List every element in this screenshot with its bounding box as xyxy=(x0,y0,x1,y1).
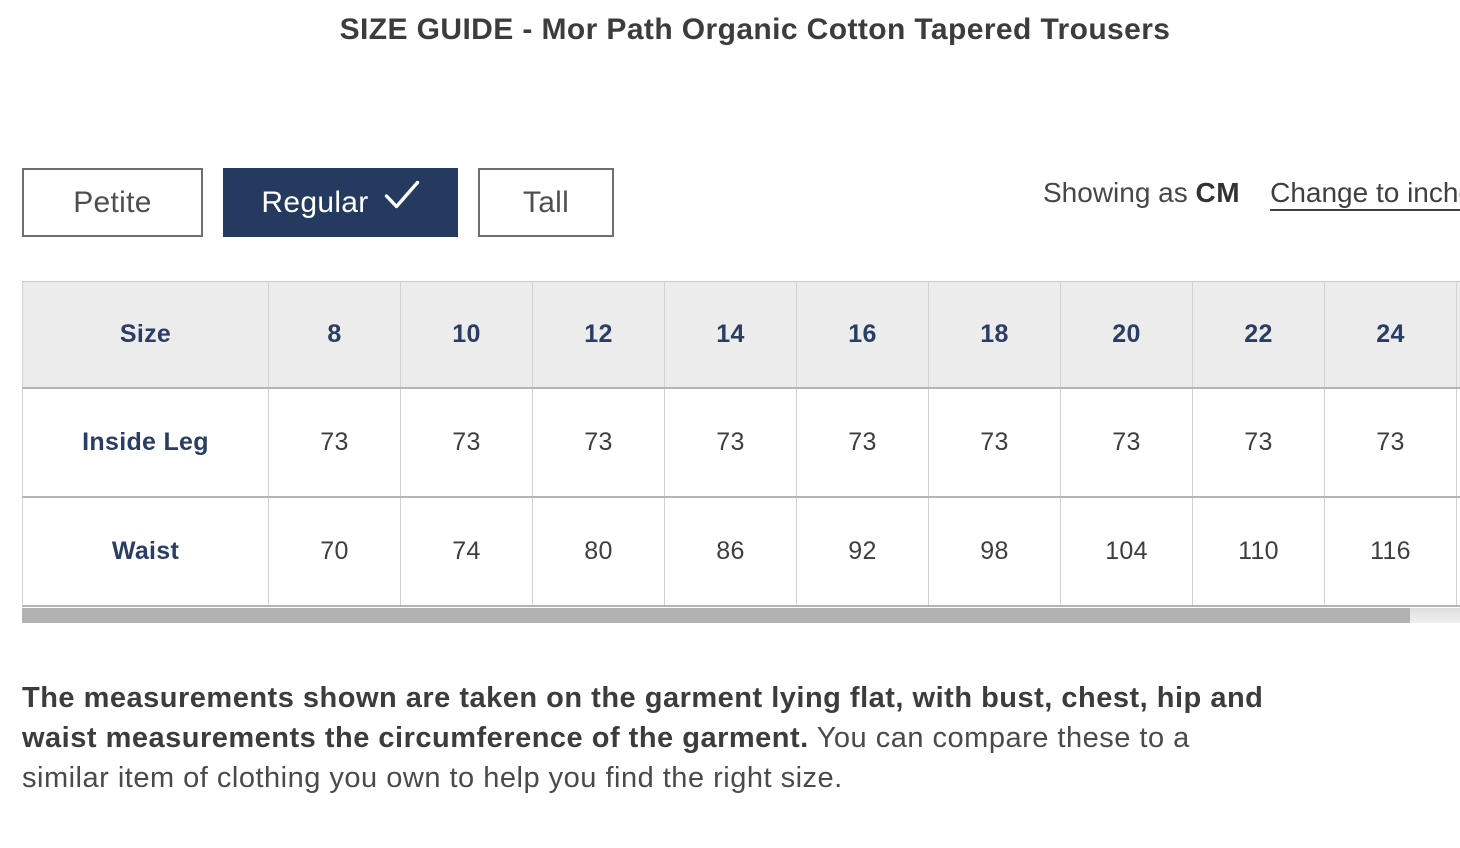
size-column-header: 20 xyxy=(1060,281,1193,389)
row-label-inside-leg: Inside Leg xyxy=(22,386,269,498)
showing-as-label: Showing as xyxy=(1043,177,1196,208)
measurement-cell: 86 xyxy=(664,495,797,607)
note-line: waist measurements the circumference of … xyxy=(22,718,1263,758)
size-column-header: 14 xyxy=(664,281,797,389)
measurement-cell: 80 xyxy=(532,495,665,607)
size-column-header: 16 xyxy=(796,281,929,389)
table-row: Waist 70 74 80 86 92 98 104 110 116 xyxy=(22,495,1460,607)
note-line: similar item of clothing you own to help… xyxy=(22,758,1263,798)
measurement-cell: 73 xyxy=(796,386,929,498)
note-regular-text: similar item of clothing you own to help… xyxy=(22,762,843,794)
fit-button-petite[interactable]: Petite xyxy=(22,168,203,237)
measurement-cell: 110 xyxy=(1192,495,1325,607)
table-stub-cell xyxy=(1456,495,1460,607)
table-header-row: Size 8 10 12 14 16 18 20 22 24 xyxy=(22,281,1460,389)
row-label-waist: Waist xyxy=(22,495,269,607)
measurement-cell: 73 xyxy=(532,386,665,498)
showing-as-text: Showing as CM xyxy=(1043,177,1240,209)
measurement-cell: 92 xyxy=(796,495,929,607)
size-column-header: 18 xyxy=(928,281,1061,389)
size-column-header: 10 xyxy=(400,281,533,389)
measurement-cell: 104 xyxy=(1060,495,1193,607)
size-table: Size 8 10 12 14 16 18 20 22 24 Inside Le… xyxy=(22,281,1460,607)
horizontal-scrollbar[interactable] xyxy=(22,608,1460,623)
measurement-cell: 73 xyxy=(664,386,797,498)
table-stub-cell xyxy=(1456,386,1460,498)
measurement-cell: 98 xyxy=(928,495,1061,607)
fit-button-tall[interactable]: Tall xyxy=(478,168,614,237)
measurement-cell: 74 xyxy=(400,495,533,607)
units-row: Showing as CM Change to inches xyxy=(1043,177,1460,209)
size-header-cell: Size xyxy=(22,281,269,389)
page-title: SIZE GUIDE - Mor Path Organic Cotton Tap… xyxy=(339,13,1171,46)
size-column-header: 12 xyxy=(532,281,665,389)
fit-selector: Petite Regular Tall xyxy=(22,168,614,237)
table-stub-header-cell xyxy=(1456,281,1460,389)
size-table-scroll-region[interactable]: Size 8 10 12 14 16 18 20 22 24 Inside Le… xyxy=(22,281,1460,607)
current-unit: CM xyxy=(1195,177,1241,208)
measurement-cell: 116 xyxy=(1324,495,1457,607)
measurement-cell: 73 xyxy=(1060,386,1193,498)
note-bold-text: waist measurements the circumference of … xyxy=(22,722,809,754)
note-bold-text: The measurements shown are taken on the … xyxy=(22,682,1264,714)
note-regular-text: You can compare these to a xyxy=(808,722,1190,754)
note-line: The measurements shown are taken on the … xyxy=(22,678,1263,718)
fit-button-regular-label: Regular xyxy=(261,185,369,219)
measurement-cell: 73 xyxy=(928,386,1061,498)
table-row: Inside Leg 73 73 73 73 73 73 73 73 73 xyxy=(22,386,1460,498)
size-column-header: 8 xyxy=(268,281,401,389)
check-icon xyxy=(384,180,420,218)
measurement-note: The measurements shown are taken on the … xyxy=(22,678,1263,798)
measurement-cell: 73 xyxy=(400,386,533,498)
measurement-cell: 73 xyxy=(268,386,401,498)
change-units-link[interactable]: Change to inches xyxy=(1270,177,1460,208)
size-column-header: 24 xyxy=(1324,281,1457,389)
measurement-cell: 73 xyxy=(1324,386,1457,498)
measurement-cell: 70 xyxy=(268,495,401,607)
measurement-cell: 73 xyxy=(1192,386,1325,498)
fit-button-regular[interactable]: Regular xyxy=(223,168,458,237)
scrollbar-thumb[interactable] xyxy=(22,608,1410,623)
size-column-header: 22 xyxy=(1192,281,1325,389)
